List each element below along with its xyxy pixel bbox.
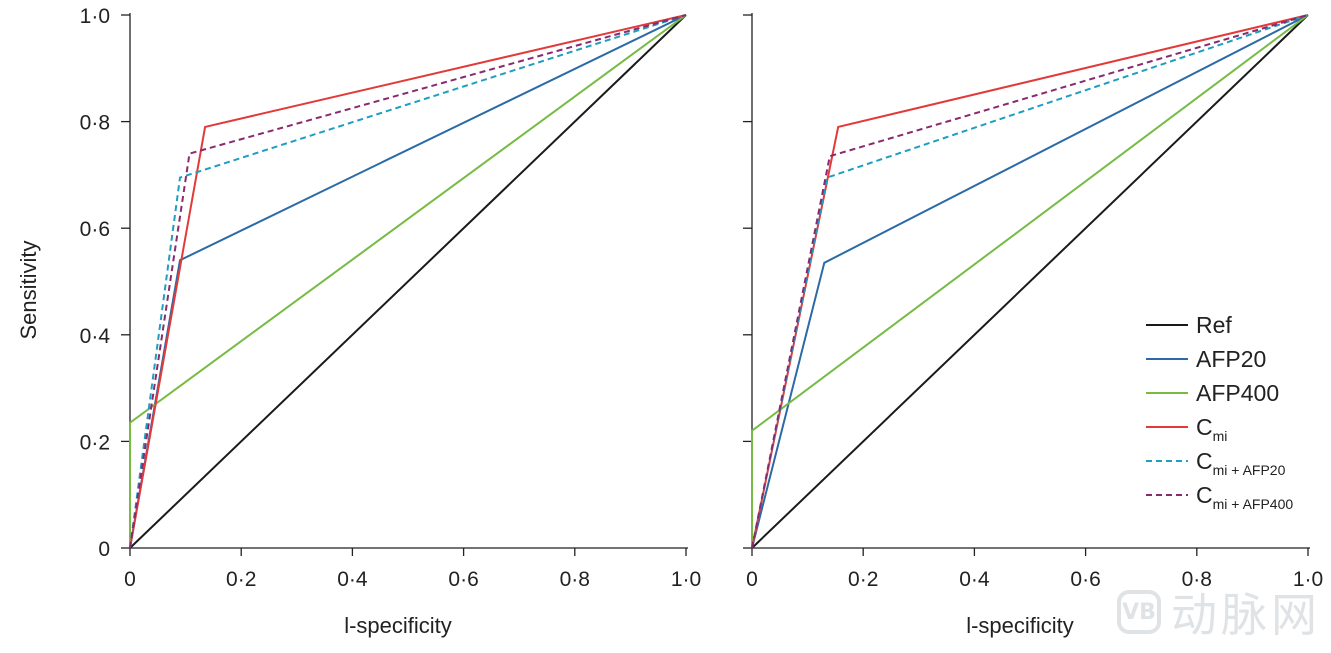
y-axis-title: Sensitivity xyxy=(16,240,41,339)
y-tick-label: 0·4 xyxy=(80,325,111,348)
series-line-cmi xyxy=(129,14,687,549)
series-line-afp400 xyxy=(751,14,1309,548)
x-tick-label: 0·2 xyxy=(226,568,256,591)
series-line-afp20 xyxy=(751,14,1309,549)
x-axis-title-left: l-specificity xyxy=(344,613,452,638)
x-tick-label: 1·0 xyxy=(1293,568,1323,591)
x-tick-label: 0·8 xyxy=(560,568,590,591)
x-axis-title-right: l-specificity xyxy=(966,613,1074,638)
x-tick-label: 0·6 xyxy=(1070,568,1100,591)
x-tick-label: 1·0 xyxy=(671,568,701,591)
y-tick-label: 0·6 xyxy=(80,218,110,241)
x-tick-label: 0·2 xyxy=(848,568,878,591)
legend-label: Cmi xyxy=(1196,414,1227,444)
series-line-afp400 xyxy=(129,14,687,548)
x-tick-label: 0·4 xyxy=(337,568,368,591)
x-tick-label: 0 xyxy=(746,568,758,591)
x-tick-label: 0 xyxy=(124,568,136,591)
roc-chart-right: 0 0·2 0·4 0·6 0·8 1·0 xyxy=(743,13,1323,591)
legend-label: Cmi + AFP20 xyxy=(1196,448,1286,478)
series-line-cmi-afp400 xyxy=(129,14,687,549)
y-tick-label: 1·0 xyxy=(80,5,110,28)
legend: Ref AFP20 AFP400 Cmi Cmi + AFP20 Cmi + AFP400 xyxy=(1146,312,1293,512)
x-tick-label: 0·8 xyxy=(1182,568,1212,591)
series-line-ref xyxy=(129,14,687,549)
y-tick-label: 0·8 xyxy=(80,112,110,135)
x-tick-label: 0·6 xyxy=(448,568,478,591)
legend-label: AFP20 xyxy=(1196,346,1266,372)
series-line-cmi-afp20 xyxy=(129,14,687,549)
y-tick-label: 0·2 xyxy=(80,431,110,454)
series-line-cmi-afp400 xyxy=(751,14,1309,549)
series-line-ref xyxy=(751,14,1309,549)
y-tick-label: 0 xyxy=(98,538,110,561)
legend-label: Ref xyxy=(1196,312,1232,338)
legend-label: AFP400 xyxy=(1196,380,1279,406)
x-tick-label: 0·4 xyxy=(959,568,990,591)
roc-chart-left: 0 0·2 0·4 0·6 0·8 1·0 0 0·2 0·4 0·6 0·8 1·0 xyxy=(80,5,702,591)
legend-label: Cmi + AFP400 xyxy=(1196,482,1293,512)
